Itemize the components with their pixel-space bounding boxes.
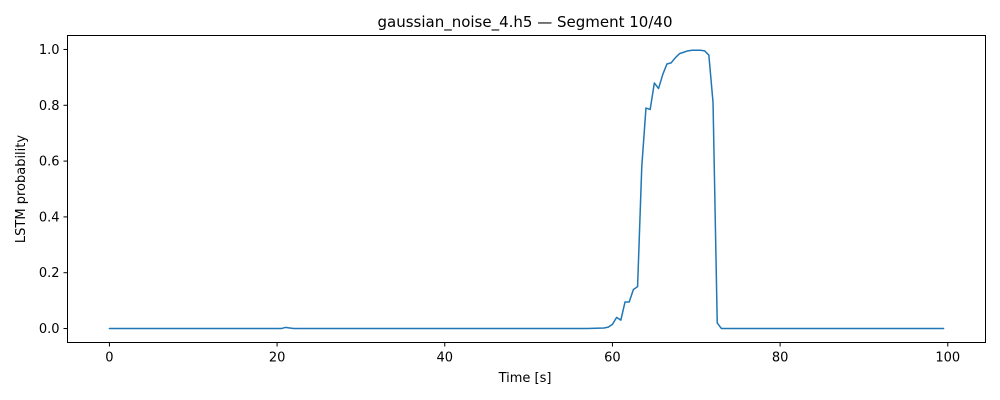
x-tick-label: 100 (935, 351, 960, 366)
y-tick-label: 0.4 (39, 210, 60, 225)
x-tick-label: 40 (436, 351, 453, 366)
y-tick-label: 0.8 (39, 99, 60, 114)
y-tick-label: 0.0 (39, 322, 60, 337)
x-tick-label: 20 (269, 351, 286, 366)
chart-title: gaussian_noise_4.h5 — Segment 10/40 (377, 13, 672, 32)
x-axis-label: Time [s] (498, 371, 552, 386)
y-axis-label: LSTM probability (14, 135, 29, 243)
y-tick-label: 0.2 (39, 266, 60, 281)
y-tick-label: 1.0 (39, 43, 60, 58)
x-tick-label: 0 (105, 351, 113, 366)
series-group (108, 49, 945, 330)
series-line (108, 49, 945, 330)
y-axis-ticks: 0.0 0.2 0.4 0.6 0.8 1.0 (39, 43, 68, 337)
x-axis-ticks: 0 20 40 60 80 100 (105, 342, 960, 366)
x-tick-label: 80 (772, 351, 789, 366)
plot-frame (67, 35, 986, 343)
y-tick-label: 0.6 (39, 155, 60, 170)
x-tick-label: 60 (604, 351, 621, 366)
